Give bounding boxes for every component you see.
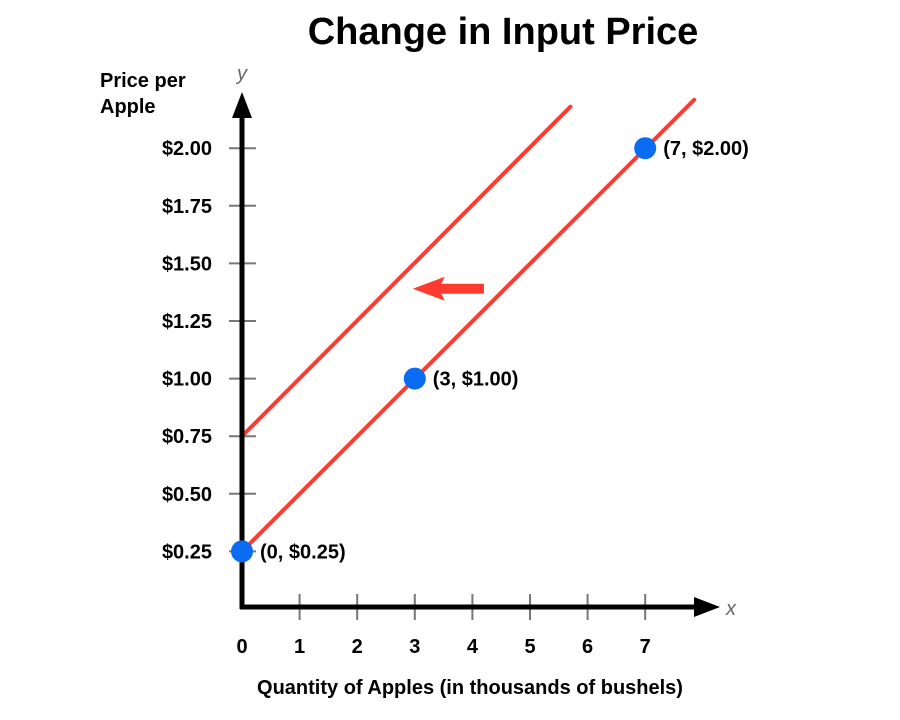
x-axis-arrowhead-icon [694,597,720,617]
x-tick-label: 3 [409,636,420,658]
x-tick-label: 7 [640,636,651,658]
supply-line [240,104,573,439]
left-arrow-icon [412,276,445,301]
x-tick-label: 5 [524,636,535,658]
data-point-label: (7, $2.00) [663,138,749,160]
x-tick-label: 4 [467,636,479,658]
y-axis-letter: y [235,63,248,85]
y-tick-label: $1.00 [162,369,212,391]
data-point [403,367,426,390]
x-tick-label: 2 [352,636,363,658]
data-points: (0, $0.25) (3, $1.00) (7, $2.00) [231,137,749,563]
supply-line [240,97,697,554]
y-tick-label: $0.50 [162,484,212,506]
y-tick-label: $1.50 [162,253,212,275]
y-axis-arrowhead-icon [232,92,252,118]
supply-lines [240,97,697,554]
x-axis-title: Quantity of Apples (in thousands of bush… [257,677,683,699]
x-tick-label: 0 [236,636,247,658]
shift-arrow-shaft [438,283,484,294]
x-tick-label: 6 [582,636,593,658]
x-tick-label: 1 [294,636,305,658]
shift-arrow [412,276,484,301]
y-tick-label: $0.75 [162,426,212,448]
data-point [231,540,253,563]
y-tick-label: $1.25 [162,311,212,333]
y-axis-title-line1: Price per [100,70,186,92]
data-point [634,137,657,160]
y-axis-title-line2: Apple [100,96,156,118]
chart-title: Change in Input Price [308,11,699,53]
data-point-label: (0, $0.25) [260,541,346,563]
y-tick-label: $1.75 [162,196,212,218]
y-tick-label: $0.25 [162,541,212,563]
data-point-label: (3, $1.00) [433,369,519,391]
x-axis-letter: x [725,598,737,620]
y-tick-label: $2.00 [162,138,212,160]
